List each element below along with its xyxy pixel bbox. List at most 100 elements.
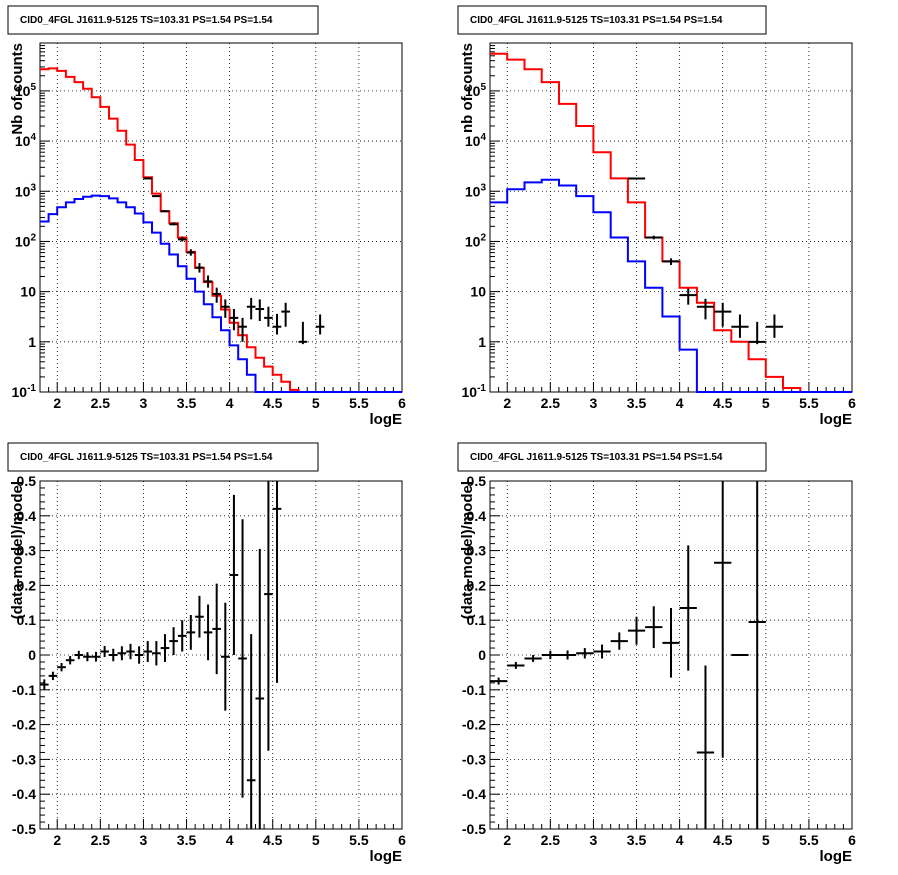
- title-box: [7, 442, 319, 472]
- data-point: [177, 236, 187, 242]
- y-tick-label: 0.1: [467, 612, 487, 628]
- x-tick-label: 2: [503, 395, 511, 411]
- x-tick-label: 5.5: [349, 395, 369, 411]
- x-tick-label: 2.5: [541, 395, 561, 411]
- x-tick-label: 4.5: [263, 832, 283, 848]
- residual-point: [610, 632, 628, 650]
- x-tick-label: 5: [312, 395, 320, 411]
- residual-point: [203, 604, 213, 661]
- residual-point: [108, 648, 118, 662]
- x-tick-label: 4: [226, 832, 234, 848]
- data-point: [221, 299, 230, 318]
- y-tick-label: 102: [465, 232, 487, 249]
- data-point: [315, 314, 325, 335]
- y-tick-label: 10: [470, 284, 486, 300]
- x-tick-label: 6: [848, 395, 856, 411]
- residual-point: [221, 602, 230, 711]
- data-point: [731, 314, 749, 338]
- residual-point: [57, 663, 66, 672]
- residual-point: [212, 583, 221, 675]
- residual-point: [186, 614, 196, 650]
- y-tick-label: -0.4: [12, 786, 36, 802]
- residual-point: [748, 481, 766, 829]
- title-box: [457, 5, 767, 35]
- y-tick-label: -0.5: [462, 821, 486, 837]
- y-tick-label: 0.3: [467, 543, 487, 559]
- data-point: [627, 177, 646, 180]
- residual-point: [126, 643, 135, 660]
- data-point: [160, 210, 170, 213]
- residual-point: [91, 651, 101, 662]
- panel-top-right-counts: CID0_4FGL J1611.9-5125 TS=103.31 PS=1.54…: [457, 5, 856, 428]
- data-point: [281, 302, 290, 327]
- y-tick-label: -0.1: [12, 682, 36, 698]
- data-point: [255, 299, 265, 321]
- residual-point: [74, 650, 84, 660]
- x-tick-label: 4: [226, 395, 234, 411]
- residual-point: [117, 646, 127, 661]
- y-tick-label: -0.1: [462, 682, 486, 698]
- x-tick-label: 3.5: [177, 395, 197, 411]
- residual-point: [100, 645, 109, 658]
- residual-point: [169, 627, 178, 655]
- residual-point: [507, 661, 525, 669]
- x-tick-label: 5.5: [349, 832, 369, 848]
- y-tick-label: 0.4: [467, 508, 487, 524]
- y-tick-label: 104: [465, 132, 487, 149]
- residual-point: [593, 644, 611, 659]
- residual-point: [65, 656, 75, 665]
- x-tick-label: 4.5: [713, 832, 733, 848]
- residual-point: [143, 641, 153, 662]
- y-tick-label: -0.2: [12, 717, 36, 733]
- title-box: [457, 442, 767, 472]
- x-tick-label: 6: [398, 395, 406, 411]
- plot-frame: [489, 42, 853, 393]
- residual-point: [229, 494, 239, 655]
- y-tick-label: 0: [478, 647, 486, 663]
- y-tick-label: 10-1: [462, 383, 487, 400]
- y-tick-label: -0.3: [462, 751, 486, 767]
- data-point: [645, 235, 663, 240]
- x-tick-label: 2: [53, 395, 61, 411]
- y-axis-title: Nb of counts: [9, 43, 26, 135]
- x-tick-label: 5.5: [799, 832, 819, 848]
- residual-point: [627, 616, 646, 645]
- y-tick-label: 1: [478, 334, 486, 350]
- residual-point: [177, 620, 187, 652]
- x-tick-label: 3: [590, 395, 598, 411]
- x-tick-label: 6: [848, 832, 856, 848]
- residual-point: [662, 608, 680, 678]
- data-point: [272, 313, 282, 335]
- x-tick-label: 2.5: [91, 395, 111, 411]
- data-point: [748, 321, 766, 345]
- plot-frame: [39, 42, 403, 393]
- x-axis-title: logE: [370, 848, 403, 865]
- data-point: [195, 263, 204, 273]
- data-point: [714, 302, 732, 327]
- y-tick-label: 0.4: [17, 508, 37, 524]
- residual-point: [40, 679, 49, 690]
- y-axis-title: (data-model)/model: [9, 481, 26, 619]
- x-tick-label: 2: [53, 832, 61, 848]
- residual-point: [48, 671, 58, 681]
- data-point: [169, 222, 178, 226]
- data-point: [203, 275, 213, 288]
- data-point: [212, 287, 221, 303]
- x-tick-label: 2: [503, 832, 511, 848]
- chart-title: CID0_4FGL J1611.9-5125 TS=103.31 PS=1.54…: [20, 15, 273, 26]
- x-tick-label: 3: [140, 832, 148, 848]
- residual-point: [714, 481, 732, 758]
- data-point: [765, 314, 784, 338]
- y-axis-title: (data-model)/model: [459, 481, 476, 619]
- x-tick-label: 4: [676, 832, 684, 848]
- y-tick-label: 0.5: [17, 473, 37, 489]
- x-tick-label: 4: [676, 395, 684, 411]
- plot-frame: [39, 480, 403, 830]
- residual-point: [246, 634, 256, 829]
- y-tick-label: -0.4: [462, 786, 486, 802]
- x-tick-label: 6: [398, 832, 406, 848]
- data-point: [186, 249, 196, 256]
- x-tick-label: 5: [762, 395, 770, 411]
- chart-title: CID0_4FGL J1611.9-5125 TS=103.31 PS=1.54…: [20, 452, 273, 463]
